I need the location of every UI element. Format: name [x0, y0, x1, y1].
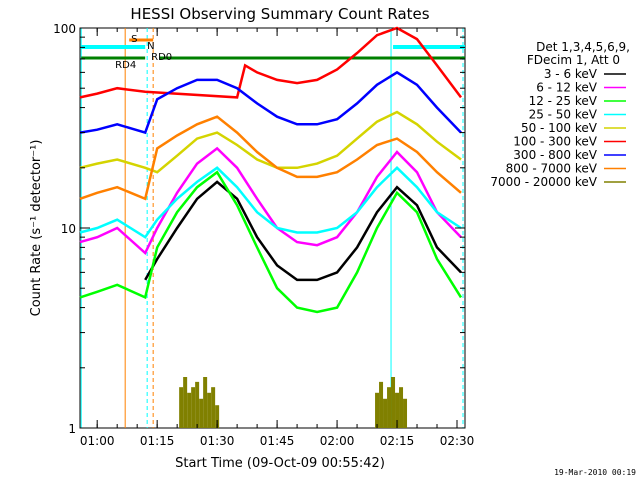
legend-label-5: 100 - 300 keV: [513, 135, 597, 149]
y-tick-label-2: 100: [53, 22, 76, 36]
x-tick-label-1: 01:15: [140, 434, 175, 448]
series-line-0: [144, 180, 462, 282]
series-line-7: [79, 115, 462, 201]
series-line-4: [79, 110, 462, 174]
legend-label-2: 12 - 25 keV: [529, 94, 598, 108]
x-tick-label-0: 01:00: [80, 434, 115, 448]
annotation-1: N: [147, 41, 154, 52]
x-tick-label-5: 02:15: [380, 434, 415, 448]
y-tick-label-1: 10: [61, 222, 76, 236]
annotation-0: S: [131, 34, 137, 45]
series-line-1: [79, 146, 462, 256]
annotation-3: RD4: [115, 60, 136, 71]
legend-label-3: 25 - 50 keV: [529, 108, 598, 122]
series-line-5: [79, 26, 462, 99]
series-line-6: [79, 70, 462, 135]
legend-label-0: 3 - 6 keV: [544, 67, 598, 81]
plot-frame: [79, 27, 466, 429]
legend-label-8: 7000 - 20000 keV: [490, 175, 597, 189]
legend-label-6: 300 - 800 keV: [513, 148, 597, 162]
legend-header-line-1: Det 1,3,4,5,6,9,: [536, 40, 630, 54]
annotation-2: RD0: [151, 52, 172, 63]
y-axis-label: Count Rate (s⁻¹ detector⁻¹): [29, 140, 44, 317]
series-line-2: [79, 170, 463, 314]
x-axis-label: Start Time (09-Oct-09 00:55:42): [175, 456, 385, 471]
x-tick-label-2: 01:30: [200, 434, 235, 448]
x-tick-label-4: 02:00: [320, 434, 355, 448]
legend-label-7: 800 - 7000 keV: [506, 162, 598, 176]
chart-title: HESSI Observing Summary Count Rates: [130, 5, 429, 23]
x-tick-label-3: 01:45: [260, 434, 295, 448]
axes: 01:00 01:15 01:30 01:45 02:00 02:15 02:30 1 10 10…: [53, 22, 474, 448]
series-line-3: [79, 166, 462, 239]
legend-label-1: 6 - 12 keV: [536, 81, 598, 95]
timestamp: 19-Mar-2010 00:19: [554, 468, 636, 477]
legend-header-line-2: FDecim 1, Att 0: [527, 53, 620, 67]
x-tick-label-6: 02:30: [440, 434, 475, 448]
legend: Det 1,3,4,5,6,9, FDecim 1, Att 0 3 - 6 k…: [490, 40, 630, 189]
legend-label-4: 50 - 100 keV: [521, 121, 598, 135]
y-tick-label-0: 1: [68, 422, 76, 436]
